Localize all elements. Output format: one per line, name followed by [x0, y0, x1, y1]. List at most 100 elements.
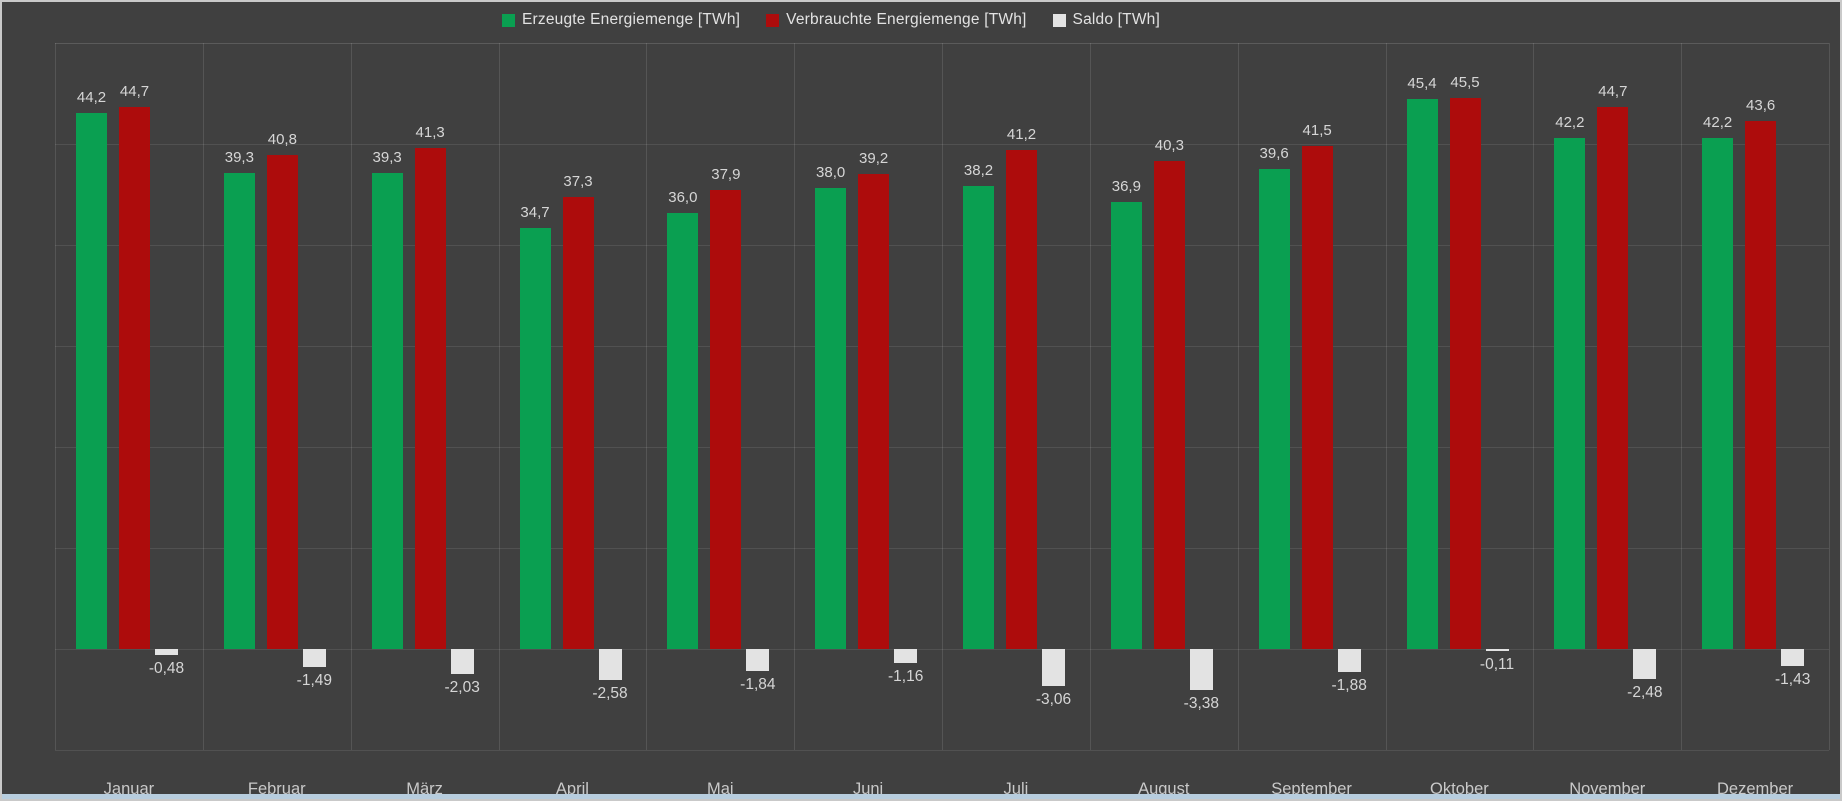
gridline-horizontal — [55, 144, 1829, 145]
axis-label-august: August — [1138, 780, 1190, 798]
bar-saldo-august — [1189, 649, 1213, 690]
bar-erzeugte-juli — [963, 186, 994, 649]
bar-verbrauchte-oktober — [1449, 97, 1481, 649]
gridline-horizontal — [55, 346, 1829, 347]
gridline-horizontal — [55, 43, 1829, 44]
bar-saldo-marz — [450, 649, 474, 674]
bar-erzeugte-februar — [223, 172, 255, 649]
bar-erzeugte-september — [1258, 169, 1290, 649]
gridline-vertical — [942, 43, 943, 750]
value-label-verbrauchte-mai: 37,9 — [711, 165, 741, 183]
value-label-saldo-juli: -3,06 — [1035, 691, 1072, 709]
legend-swatch-icon — [1052, 13, 1066, 27]
gridline-vertical — [1089, 43, 1091, 750]
legend-swatch-icon — [501, 13, 515, 27]
gridline-vertical — [1681, 43, 1683, 750]
axis-label-oktober: Oktober — [1430, 780, 1489, 798]
legend: Erzeugte Energiemenge [TWh] Verbrauchte E… — [2, 11, 1840, 29]
value-label-saldo-november: -2,48 — [1627, 684, 1663, 702]
value-label-erzeugte-dezember: 42,2 — [1703, 113, 1733, 131]
value-label-erzeugte-juli: 38,2 — [963, 162, 994, 180]
gridline-vertical — [55, 43, 56, 750]
value-label-verbrauchte-januar: 44,7 — [119, 83, 150, 101]
legend-item-saldo-twh-: Saldo [TWh] — [1052, 11, 1161, 29]
value-label-verbrauchte-april: 37,3 — [563, 172, 593, 190]
legend-item-label: Saldo [TWh] — [1072, 11, 1161, 28]
value-label-verbrauchte-august: 40,3 — [1154, 136, 1184, 154]
legend-item-label: Verbrauchte Energiemenge [TWh] — [786, 11, 1027, 28]
zero-gridline — [55, 649, 1829, 650]
bar-verbrauchte-januar — [119, 107, 150, 649]
value-label-verbrauchte-marz: 41,3 — [415, 124, 445, 142]
value-label-erzeugte-januar: 44,2 — [76, 89, 107, 107]
legend-item-verbrauchte-energiemenge-twh-: Verbrauchte Energiemenge [TWh] — [766, 11, 1026, 29]
axis-label-juni: Juni — [852, 780, 884, 798]
value-label-saldo-februar: -1,49 — [296, 672, 332, 690]
axis-label-mai: Mai — [706, 780, 734, 798]
bar-saldo-februar — [302, 649, 326, 668]
bar-saldo-juni — [894, 649, 918, 664]
gridline-vertical — [498, 43, 500, 750]
bar-verbrauchte-juli — [1006, 149, 1037, 649]
value-label-verbrauchte-september: 41,5 — [1302, 122, 1332, 140]
axis-label-juli: Juli — [1003, 780, 1029, 798]
bar-verbrauchte-november — [1597, 107, 1629, 649]
value-label-verbrauchte-juli: 41,2 — [1006, 125, 1037, 143]
bar-erzeugte-januar — [76, 113, 107, 649]
value-label-erzeugte-juni: 38,0 — [816, 164, 846, 182]
value-label-erzeugte-april: 34,7 — [520, 204, 550, 222]
bar-erzeugte-april — [519, 228, 551, 649]
value-label-saldo-marz: -2,03 — [444, 678, 480, 696]
value-label-erzeugte-oktober: 45,4 — [1407, 74, 1437, 92]
bar-saldo-november — [1633, 649, 1657, 680]
value-label-erzeugte-september: 39,6 — [1259, 145, 1289, 163]
value-label-erzeugte-august: 36,9 — [1111, 177, 1141, 195]
value-label-saldo-januar: -0,48 — [148, 659, 185, 677]
value-label-saldo-september: -1,88 — [1331, 676, 1367, 694]
gridline-vertical — [1533, 43, 1535, 750]
bar-saldo-dezember — [1781, 649, 1805, 667]
gridline-vertical — [646, 43, 648, 750]
axis-label-januar: Januar — [103, 780, 155, 798]
legend-item-label: Erzeugte Energiemenge [TWh] — [521, 11, 741, 28]
bar-verbrauchte-mai — [710, 189, 742, 649]
bar-erzeugte-juni — [815, 188, 847, 649]
value-label-verbrauchte-dezember: 43,6 — [1746, 96, 1776, 114]
bar-erzeugte-marz — [371, 172, 403, 649]
axis-label-april: April — [555, 780, 589, 798]
legend-swatch-icon — [766, 13, 780, 27]
bar-saldo-juli — [1042, 649, 1065, 687]
bar-verbrauchte-april — [562, 196, 594, 649]
value-label-erzeugte-mai: 36,0 — [668, 188, 698, 206]
axis-label-november: November — [1569, 780, 1646, 798]
gridline-vertical — [794, 43, 796, 750]
bar-verbrauchte-august — [1153, 160, 1185, 649]
bar-saldo-april — [598, 649, 622, 681]
gridline-horizontal — [55, 750, 1829, 751]
value-label-verbrauchte-februar: 40,8 — [267, 130, 297, 148]
axis-label-september: September — [1271, 780, 1352, 798]
value-label-erzeugte-marz: 39,3 — [372, 148, 402, 166]
bar-verbrauchte-september — [1301, 146, 1333, 649]
bar-verbrauchte-dezember — [1745, 120, 1777, 649]
bar-verbrauchte-februar — [266, 154, 298, 649]
gridline-vertical — [1237, 43, 1239, 750]
gridline-vertical — [1385, 43, 1387, 750]
bar-saldo-september — [1337, 649, 1361, 672]
bar-erzeugte-august — [1110, 201, 1142, 649]
value-label-erzeugte-februar: 39,3 — [224, 148, 254, 166]
bar-erzeugte-dezember — [1702, 137, 1734, 649]
bar-saldo-januar — [155, 649, 178, 655]
gridline-vertical — [1829, 43, 1830, 750]
value-label-saldo-april: -2,58 — [592, 685, 628, 703]
value-label-erzeugte-november: 42,2 — [1555, 113, 1585, 131]
value-label-verbrauchte-november: 44,7 — [1598, 83, 1628, 101]
axis-label-februar: Februar — [247, 780, 306, 798]
bar-verbrauchte-juni — [858, 173, 890, 649]
legend-item-erzeugte-energiemenge-twh-: Erzeugte Energiemenge [TWh] — [501, 11, 741, 29]
value-label-saldo-mai: -1,84 — [740, 676, 776, 694]
gridline-vertical — [202, 43, 204, 750]
axis-label-marz: März — [406, 780, 443, 798]
value-label-saldo-dezember: -1,43 — [1774, 671, 1811, 689]
